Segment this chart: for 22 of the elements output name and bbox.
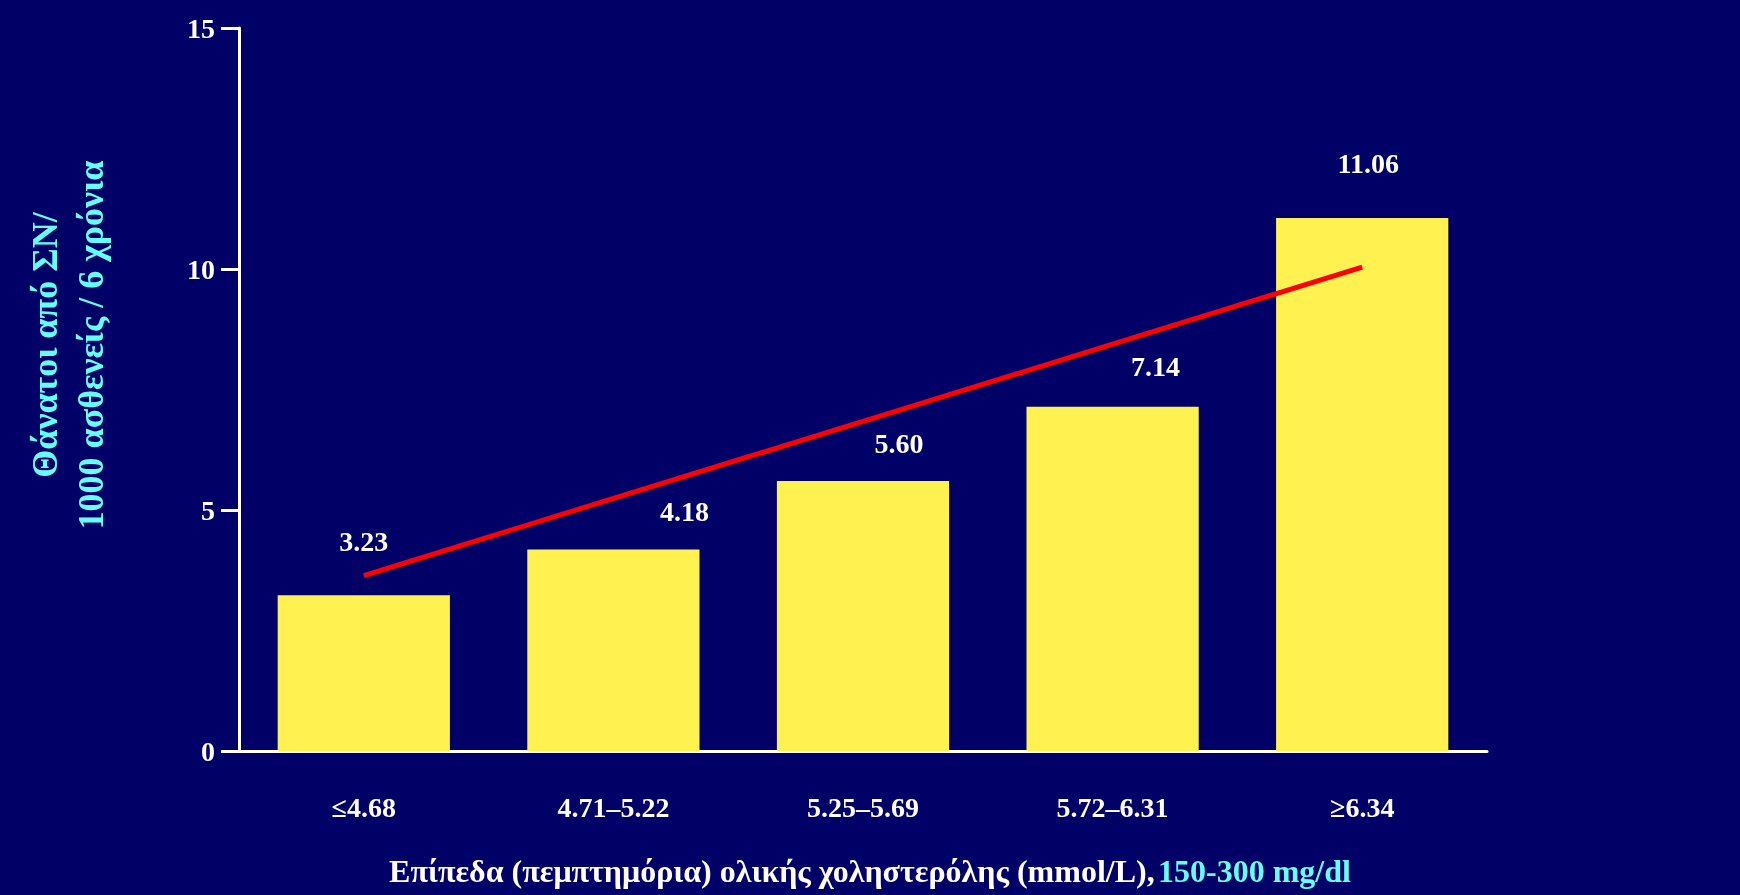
x-tick-label: 5.72–6.31: [1056, 791, 1169, 823]
y-tick-label: 10: [187, 253, 215, 285]
x-axis-title: Επίπεδα (πεμπτημόρια) ολικής χοληστερόλης (mmol/L),: [389, 853, 1155, 889]
bar: [527, 549, 700, 751]
bar: [1026, 406, 1199, 751]
data-label: 3.23: [339, 525, 389, 557]
bar: [277, 595, 450, 751]
data-label: 4.18: [659, 496, 709, 528]
text: 150-300 mg/dl: [1158, 853, 1351, 889]
data-label: 5.60: [874, 427, 924, 459]
data-label: 11.06: [1337, 148, 1399, 180]
x-tick-label: ≥6.34: [1330, 791, 1395, 823]
x-tick-label: 4.71–5.22: [557, 791, 670, 823]
y-axis-title: Θάνατοι από ΣΝ/ 1000 ασθενείς / 6 χρόνια: [25, 160, 111, 530]
data-label: 7.14: [1131, 351, 1181, 383]
y-tick-label: 15: [187, 12, 215, 44]
y-tick-label: 5: [201, 494, 215, 526]
x-tick-label: 5.25–5.69: [807, 791, 919, 823]
y-tick-label: 0: [201, 735, 215, 767]
bar: [1276, 217, 1449, 751]
x-tick-label: ≤4.68: [331, 791, 396, 823]
bar: [776, 481, 950, 751]
